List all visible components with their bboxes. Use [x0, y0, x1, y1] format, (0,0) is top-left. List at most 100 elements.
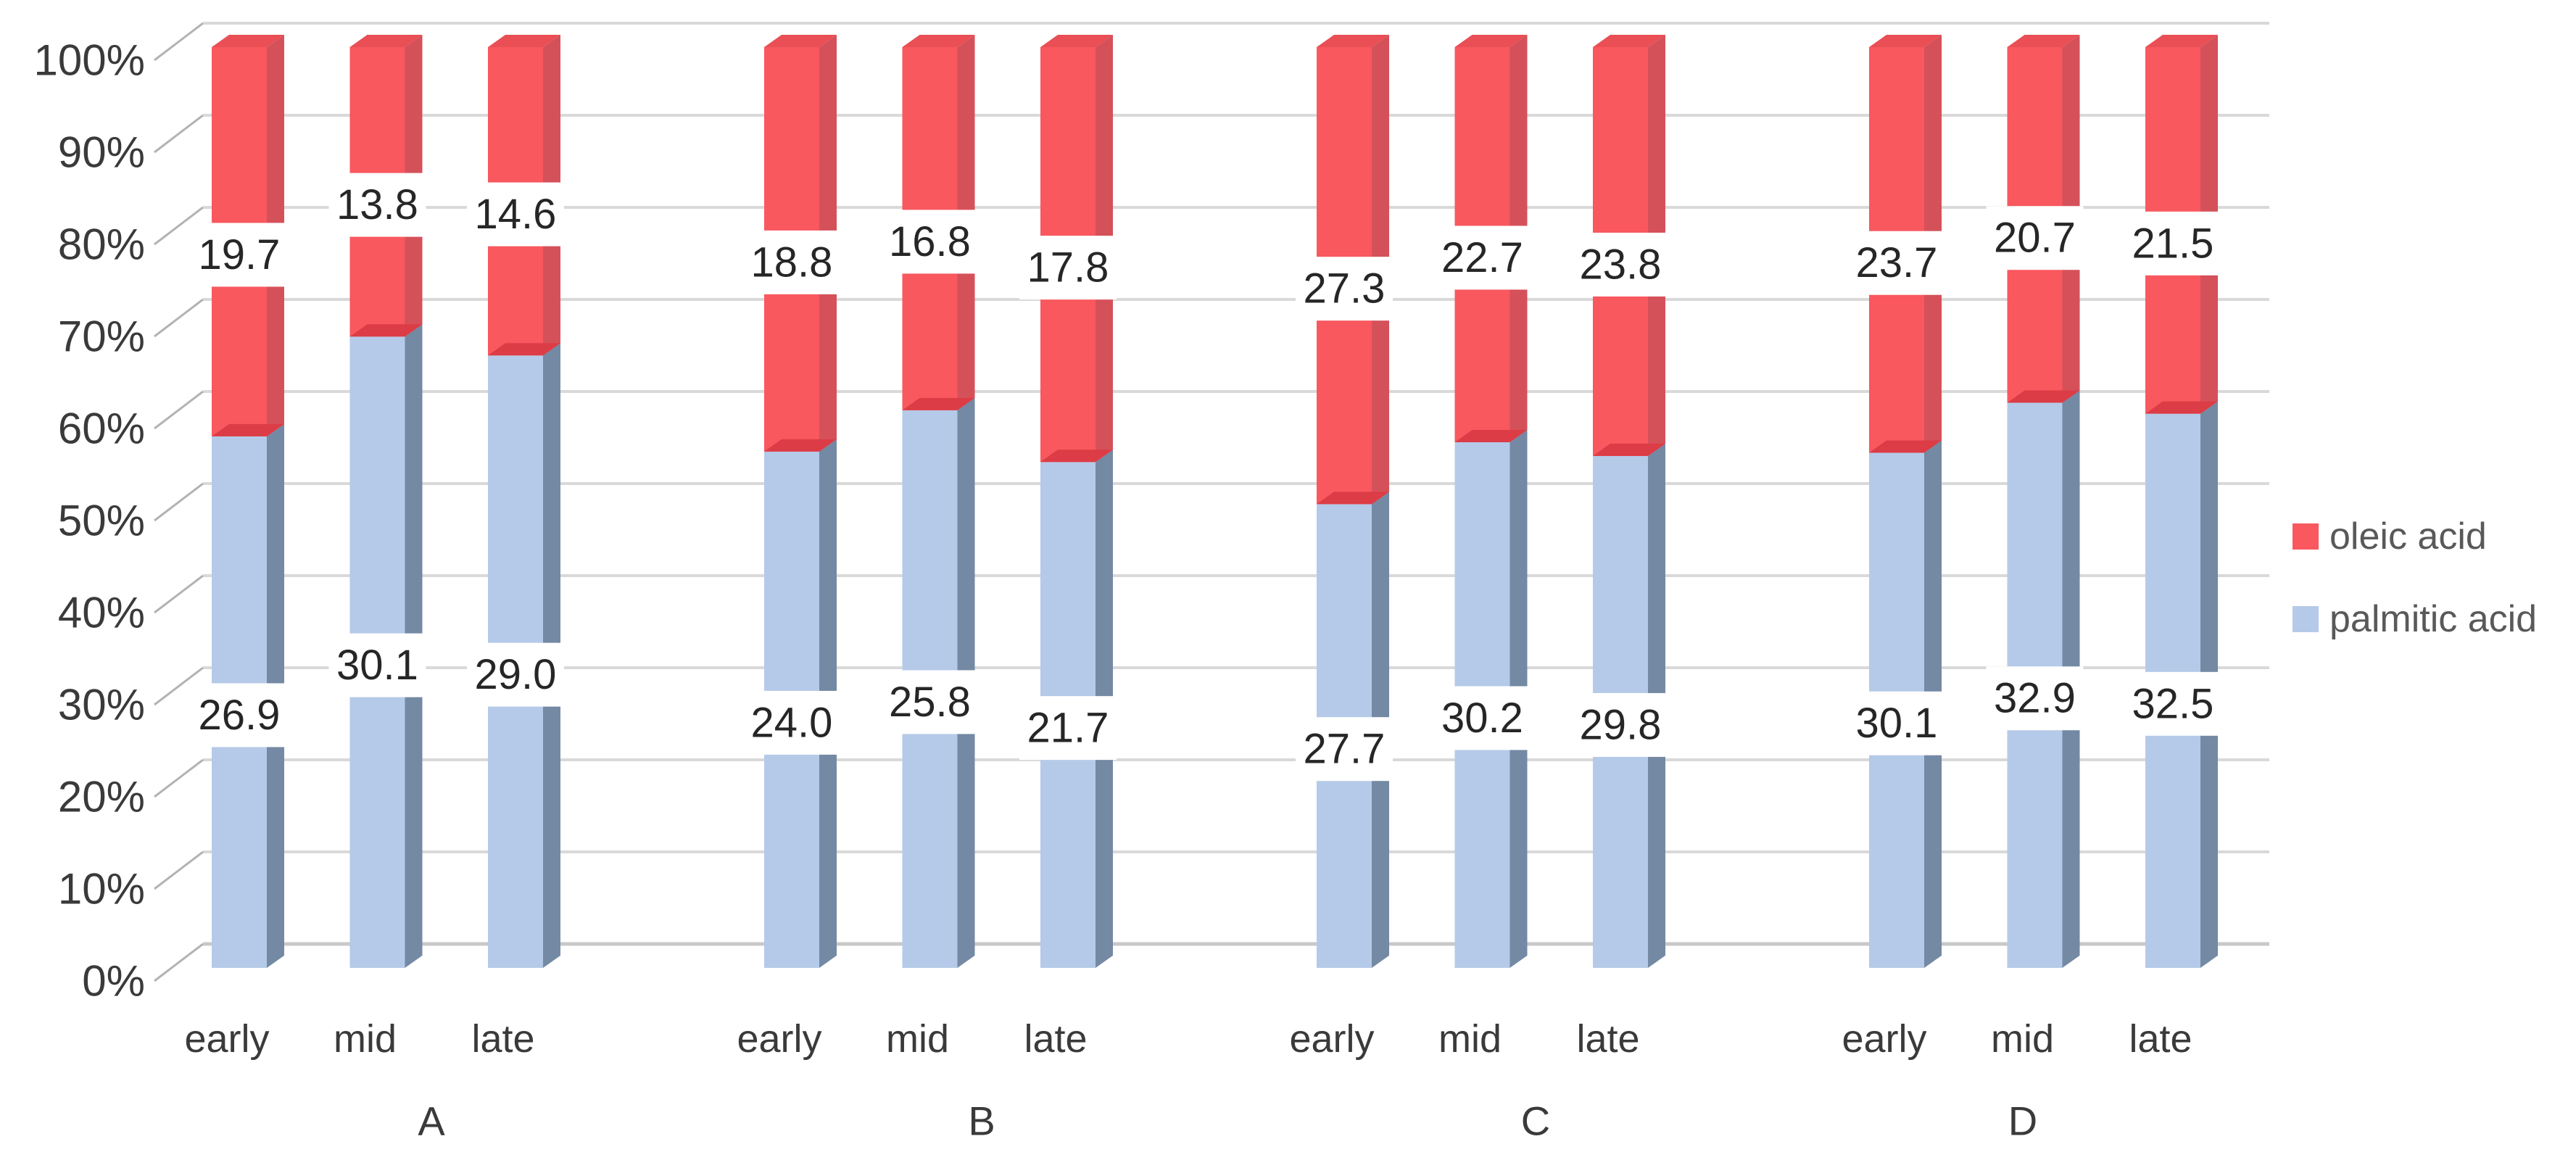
data-label-C-early-palmitic: 27.7 [1304, 726, 1386, 773]
legend-swatch-oleic [2293, 523, 2319, 550]
bar-A-early-oleic-top [212, 35, 284, 47]
category-label-A-early: early [184, 1017, 269, 1061]
data-label-C-late-oleic: 23.8 [1580, 241, 1662, 288]
category-label-B-late: late [1024, 1017, 1087, 1061]
data-label-B-mid-palmitic-box [881, 670, 979, 734]
data-label-B-late-palmitic-box [1019, 696, 1117, 761]
data-label-D-early-oleic-box [1848, 231, 1945, 295]
bar-C-early-segment-junction [1317, 492, 1389, 505]
bar-A-mid-segment-junction [349, 324, 423, 337]
data-label-D-late-oleic-box [2124, 211, 2221, 276]
data-label-A-late-oleic: 14.6 [475, 191, 557, 238]
group-label-B: B [968, 1098, 995, 1144]
bar-B-late-segment-junction [1040, 450, 1113, 463]
y-axis-tick-70% [154, 298, 204, 338]
bar-D-late-segment-junction [2145, 401, 2218, 414]
data-label-A-mid-palmitic-box [328, 633, 426, 697]
y-axis-tick-60% [154, 390, 204, 430]
category-label-B-early: early [737, 1017, 821, 1061]
data-label-C-mid-oleic: 22.7 [1441, 234, 1523, 281]
y-axis-tick-0% [154, 942, 204, 982]
y-axis-label-100%: 100% [34, 36, 145, 85]
bar-B-mid-segment-junction [902, 397, 975, 410]
y-axis-label-30%: 30% [58, 681, 145, 729]
data-label-A-early-palmitic-box [191, 683, 288, 747]
data-label-D-mid-palmitic: 32.9 [1994, 675, 2076, 722]
bar-B-mid-oleic-top [902, 35, 975, 47]
y-axis-tick-80% [154, 206, 204, 246]
data-label-A-mid-oleic: 13.8 [336, 181, 418, 228]
bar-C-late-segment-junction [1593, 443, 1665, 456]
category-label-A-late: late [471, 1017, 534, 1061]
bar-D-early-segment-junction [1869, 440, 1942, 453]
data-label-D-late-oleic: 21.5 [2132, 220, 2214, 267]
data-label-D-late-palmitic-box [2124, 671, 2221, 736]
y-axis-label-0%: 0% [82, 957, 145, 1006]
data-label-C-mid-palmitic-box [1433, 686, 1531, 750]
bar-B-early-oleic-top [764, 35, 837, 47]
data-label-B-late-oleic-box [1019, 236, 1117, 300]
data-label-A-early-oleic: 19.7 [199, 231, 281, 278]
data-label-A-early-palmitic: 26.9 [199, 692, 281, 739]
group-label-A: A [418, 1098, 445, 1144]
category-label-C-mid: mid [1438, 1017, 1502, 1061]
data-label-C-mid-palmitic: 30.2 [1441, 695, 1523, 742]
y-axis-tick-40% [154, 574, 204, 614]
y-axis-tick-30% [154, 666, 204, 706]
bar-B-late-oleic-top [1040, 35, 1113, 47]
bar-C-late-oleic-top [1593, 35, 1665, 47]
category-label-D-late: late [2129, 1017, 2192, 1061]
y-axis-tick-90% [154, 114, 204, 154]
category-label-B-mid: mid [886, 1017, 949, 1061]
data-label-A-early-oleic-box [191, 223, 288, 287]
data-label-C-late-palmitic-box [1572, 692, 1669, 757]
data-label-A-mid-palmitic: 30.1 [336, 642, 418, 689]
data-label-A-late-palmitic: 29.0 [475, 651, 557, 698]
bar-D-mid-segment-junction [2007, 390, 2080, 403]
bar-D-late-oleic-top [2145, 35, 2218, 47]
category-label-C-late: late [1576, 1017, 1639, 1061]
data-label-B-early-oleic: 18.8 [751, 239, 833, 286]
data-label-B-mid-palmitic: 25.8 [889, 679, 971, 726]
y-axis-tick-100% [154, 22, 204, 62]
data-label-A-mid-oleic-box [328, 173, 426, 237]
data-label-B-late-oleic: 17.8 [1027, 244, 1109, 291]
y-axis-tick-50% [154, 482, 204, 522]
bar-A-mid-oleic-top [349, 35, 423, 47]
bar-D-early-oleic-top [1869, 35, 1942, 47]
data-label-D-mid-oleic-box [1986, 206, 2084, 270]
legend-label-palmitic: palmitic acid [2329, 598, 2537, 640]
data-label-A-late-palmitic-box [467, 642, 564, 707]
data-label-B-early-oleic-box [743, 230, 840, 294]
bar-C-mid-segment-junction [1454, 429, 1528, 442]
bar-C-mid-oleic-top [1454, 35, 1528, 47]
y-axis-tick-20% [154, 758, 204, 798]
data-label-C-mid-oleic-box [1433, 225, 1531, 290]
data-label-D-mid-oleic: 20.7 [1994, 215, 2076, 262]
data-label-C-late-oleic-box [1572, 232, 1669, 297]
data-label-C-early-oleic: 27.3 [1304, 265, 1386, 312]
data-label-D-mid-palmitic-box [1986, 666, 2084, 731]
data-label-B-early-palmitic: 24.0 [751, 699, 833, 746]
data-label-B-early-palmitic-box [743, 690, 840, 755]
data-label-D-late-palmitic: 32.5 [2132, 680, 2214, 727]
data-label-C-early-palmitic-box [1296, 717, 1393, 782]
bar-A-early-segment-junction [212, 423, 284, 436]
y-axis-label-50%: 50% [58, 497, 145, 545]
data-label-C-early-oleic-box [1296, 257, 1393, 321]
category-label-D-mid: mid [1991, 1017, 2054, 1061]
data-label-C-late-palmitic: 29.8 [1580, 701, 1662, 748]
group-label-C: C [1521, 1098, 1550, 1144]
y-axis-label-70%: 70% [58, 312, 145, 361]
data-label-D-early-palmitic-box [1848, 691, 1945, 755]
category-label-D-early: early [1842, 1017, 1926, 1061]
y-axis-label-20%: 20% [58, 773, 145, 821]
data-label-A-late-oleic-box [467, 182, 564, 246]
data-label-B-late-palmitic: 21.7 [1027, 705, 1109, 752]
legend-label-oleic: oleic acid [2329, 515, 2487, 558]
bar-B-early-segment-junction [764, 439, 837, 452]
data-label-D-early-palmitic: 30.1 [1856, 700, 1938, 747]
group-label-D: D [2008, 1098, 2037, 1144]
